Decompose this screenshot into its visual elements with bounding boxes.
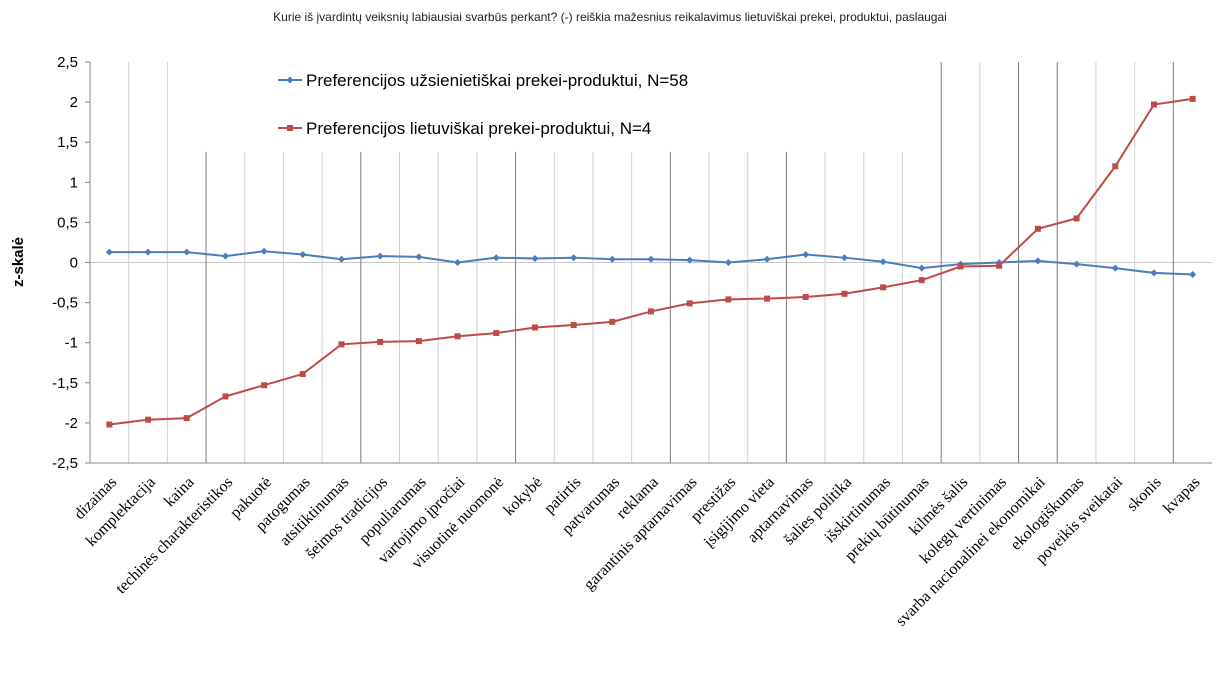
legend-label: Preferencijos lietuviškai prekei-produkt… [306,119,651,138]
data-point [764,295,771,302]
y-tick-label: 0 [70,255,78,272]
axes [85,61,1212,464]
x-tick-label: kokybė [500,474,545,519]
data-point [879,258,887,266]
data-point [415,253,423,261]
data-point [570,254,578,262]
data-point [144,248,152,256]
data-point [145,416,152,423]
y-tick-label: -2 [65,415,78,432]
data-point [338,341,345,348]
series-1 [105,247,1197,279]
y-tick-label: -1 [65,335,78,352]
data-point [287,125,293,131]
data-point [376,252,384,260]
data-point [454,333,461,340]
data-point [647,255,655,263]
data-point [415,338,422,345]
y-tick-label: 1 [70,174,78,191]
data-point [261,382,268,389]
data-point [1189,95,1196,102]
data-point [686,300,693,307]
data-point [531,324,538,331]
data-point [841,290,848,297]
data-point [531,254,539,262]
data-point [183,415,190,422]
data-point [183,248,191,256]
data-point [1112,163,1119,170]
data-point [106,421,113,428]
data-point [763,255,771,263]
y-tick-label: 1,5 [57,134,78,151]
legend-label: Preferencijos užsienietiškai prekei-prod… [306,71,688,90]
y-tick-labels: 2,5 2 1,5 1 0,5 0 -0,5 -1 -1,5 -2 -2,5 [52,54,78,472]
data-point [918,264,926,272]
y-tick-label: 0,5 [57,214,78,231]
data-point [686,256,694,264]
data-point [608,255,616,263]
data-point [221,252,229,260]
data-point [918,277,925,284]
data-point [802,250,810,258]
data-point [492,254,500,262]
data-point [1150,101,1157,108]
data-point [609,318,616,325]
data-point [1150,269,1158,277]
legend: Preferencijos užsienietiškai prekei-prod… [278,71,688,138]
data-point [1189,271,1197,279]
data-point [1073,215,1080,222]
data-point [260,247,268,255]
data-point [1034,225,1041,232]
y-tick-label: -1,5 [52,375,78,392]
chart-title: Kurie iš įvardintų veiksnių labiausiai s… [273,10,947,24]
y-axis-label: z-skalė [10,237,27,287]
data-point [337,255,345,263]
legend-item-1: Preferencijos užsienietiškai prekei-prod… [278,71,688,90]
y-tick-label: 2 [70,94,78,111]
data-point [724,259,732,266]
data-point [286,76,294,84]
data-point [493,330,500,337]
data-point [1073,260,1081,268]
legend-item-2: Preferencijos lietuviškai prekei-produkt… [278,119,651,138]
data-point [996,262,1003,269]
data-point [377,338,384,345]
data-point [299,250,307,258]
data-point [105,248,113,256]
data-point [880,284,887,291]
gridlines [90,62,1212,463]
data-point [648,308,654,315]
x-tick-label: kvapas [1160,474,1203,517]
data-point [1034,257,1042,265]
data-point [222,393,229,400]
data-point [957,263,964,270]
y-tick-label: 2,5 [57,54,78,71]
series-2 [106,95,1196,428]
data-point [570,322,577,329]
y-tick-label: -0,5 [52,295,78,312]
data-point [725,296,732,303]
y-tick-label: -2,5 [52,455,78,472]
data-point [802,293,809,300]
data-point [1111,264,1119,272]
series-layer [105,95,1197,428]
data-point [299,370,306,377]
data-point [454,259,462,266]
data-point [840,254,848,262]
x-tick-label: komplektacija [83,474,159,550]
x-tick-label: skonis [1124,474,1165,515]
